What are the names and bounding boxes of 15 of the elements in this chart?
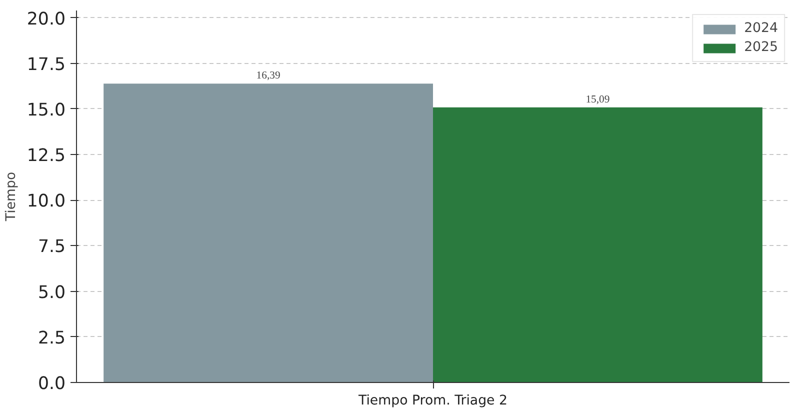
y-axis-title: Tiempo [4,172,19,222]
y-tick-label: 2.5 [38,328,66,348]
data-label: 16,39 [256,70,280,82]
y-tick-label: 12.5 [26,146,66,166]
legend-label: 2024 [744,21,778,36]
y-tick-label: 7.5 [38,237,66,258]
x-tick-label: Tiempo Prom. Triage 2 [358,394,508,408]
y-tick-label: 20.0 [26,9,66,30]
y-tick-label: 5.0 [38,282,66,303]
y-tick-label: 17.5 [26,54,66,75]
y-tick-label: 15.0 [26,100,66,120]
y-tick-label: 0.0 [38,374,66,394]
y-tick-label: 10.0 [26,192,66,212]
data-label: 15,09 [586,94,610,106]
legend-label: 2025 [744,40,778,55]
